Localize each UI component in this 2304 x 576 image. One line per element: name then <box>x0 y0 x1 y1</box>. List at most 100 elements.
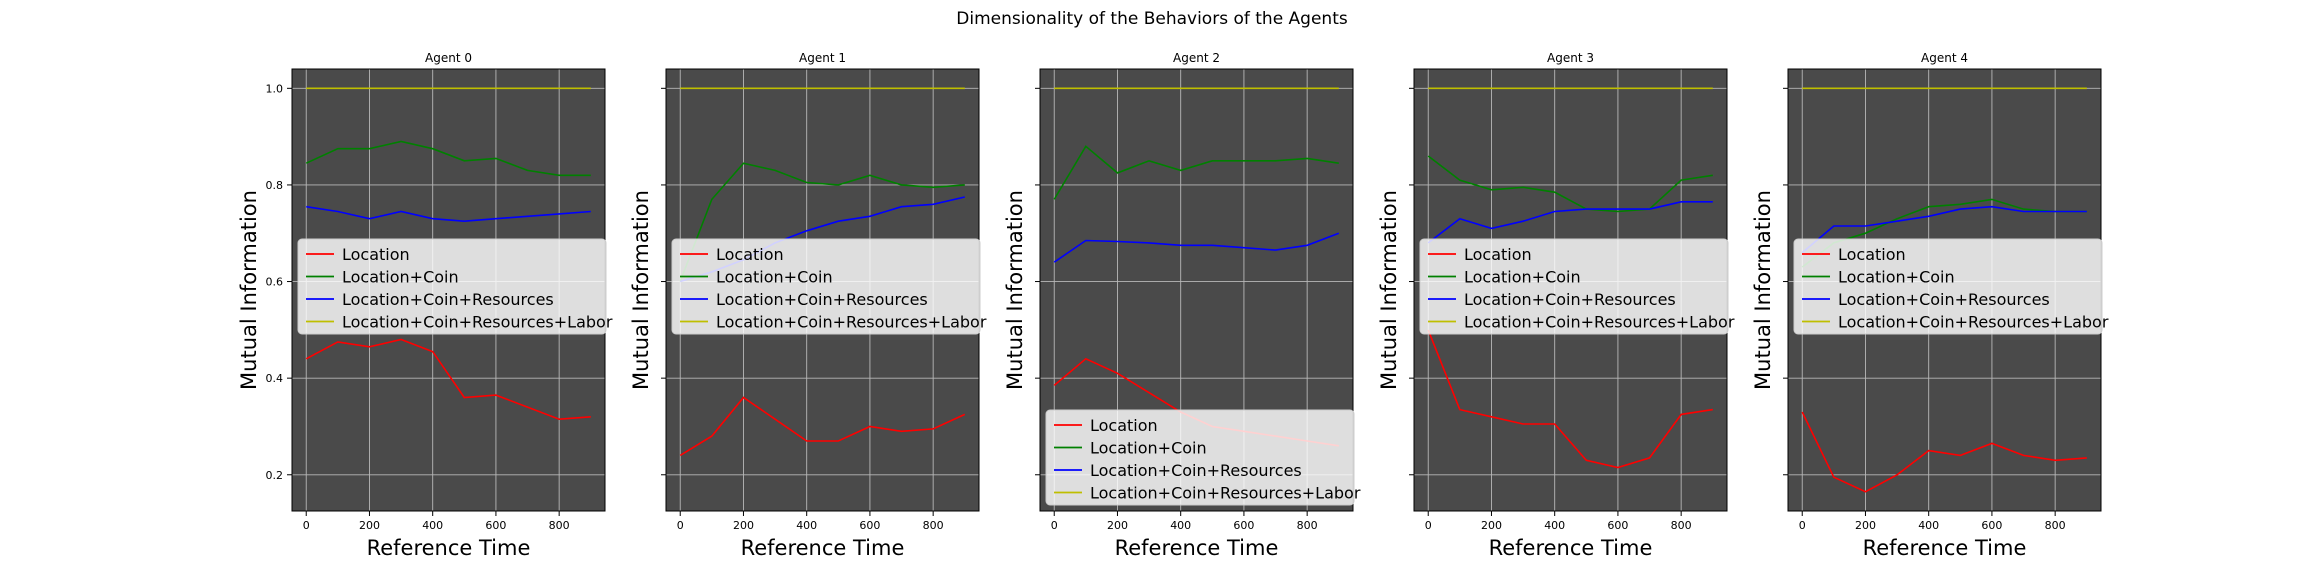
subplot-agent-4: 0 200 400 600 800 Agent 4 Reference Time Mutual… <box>1751 51 2109 560</box>
x-tick-label: 200 <box>1855 519 1876 532</box>
x-axis-label: Reference Time <box>367 536 531 560</box>
legend-label: Location+Coin+Resources+Labor <box>1464 313 1735 332</box>
subplot-panels: 0 200 400 600 800 0.2 0.4 0.6 0.8 1.0 Agent 0 Refer… <box>237 51 2109 560</box>
y-axis-label: Mutual Information <box>237 190 261 390</box>
legend: Location Location+Coin Location+Coin+Resou… <box>1045 409 1361 506</box>
y-tick-label: 1.0 <box>266 82 284 95</box>
x-tick-label: 400 <box>796 519 817 532</box>
legend-label: Location+Coin <box>1090 439 1207 458</box>
axes-frame <box>1039 68 1354 512</box>
legend-label: Location+Coin <box>1838 268 1955 287</box>
y-tick-label: 0.6 <box>266 276 284 289</box>
legend: Location Location+Coin Location+Coin+Resou… <box>1419 238 1735 335</box>
x-tick-label: 600 <box>485 519 506 532</box>
series-line-location <box>679 396 966 457</box>
x-tick-label: 200 <box>1107 519 1128 532</box>
x-tick-label: 0 <box>677 519 684 532</box>
x-tick-label: 0 <box>303 519 310 532</box>
series-lines <box>305 87 591 421</box>
subplot-agent-1: 0 200 400 600 800 Agent 1 Reference Time Mutual… <box>629 51 987 560</box>
legend-box <box>1045 409 1355 506</box>
legend: Location Location+Coin Location+Coin+Resou… <box>671 238 987 335</box>
series-line-location-coin <box>1427 155 1713 213</box>
legend-label: Location+Coin+Resources <box>1464 290 1676 309</box>
legend-label: Location+Coin+Resources+Labor <box>342 313 613 332</box>
y-tick-label: 0.4 <box>266 372 284 385</box>
subplot-title: Agent 0 <box>425 51 472 65</box>
x-tick-label: 0 <box>1799 519 1806 532</box>
x-tick-label: 600 <box>1981 519 2002 532</box>
x-tick-label: 600 <box>1233 519 1254 532</box>
legend-label: Location+Coin <box>1464 268 1581 287</box>
series-line-location-coin <box>1053 145 1339 200</box>
legend-label: Location <box>1090 416 1158 435</box>
y-tick-label: 0.2 <box>266 469 284 482</box>
subplot-title: Agent 4 <box>1921 51 1968 65</box>
x-tick-label: 0 <box>1425 519 1432 532</box>
legend-label: Location <box>1838 245 1906 264</box>
legend-label: Location+Coin <box>716 268 833 287</box>
legend-label: Location+Coin+Resources+Labor <box>1090 484 1361 503</box>
legend-box <box>1793 238 2103 335</box>
series-line-location <box>1801 411 2087 493</box>
legend-box <box>1419 238 1729 335</box>
series-line-location-coin <box>679 162 965 282</box>
series-line-location-coin <box>1801 198 2087 268</box>
figure-title: Dimensionality of the Behaviors of the A… <box>956 9 1348 29</box>
series-line-location <box>1427 329 1713 469</box>
x-tick-label: 800 <box>923 519 944 532</box>
subplot-agent-3: 0 200 400 600 800 Agent 3 Reference Time Mutual… <box>1377 51 1735 560</box>
x-axis-label: Reference Time <box>1489 536 1653 560</box>
y-axis-label: Mutual Information <box>629 190 653 390</box>
legend-label: Location <box>342 245 410 264</box>
legend-label: Location+Coin+Resources+Labor <box>716 313 987 332</box>
legend-label: Location+Coin+Resources <box>342 290 554 309</box>
y-axis-label: Mutual Information <box>1003 190 1027 390</box>
y-tick-label: 0.8 <box>266 179 284 192</box>
subplot-agent-0: 0 200 400 600 800 0.2 0.4 0.6 0.8 1.0 Agent 0 Refer… <box>237 51 613 560</box>
x-tick-label: 800 <box>2045 519 2066 532</box>
x-tick-label: 600 <box>1607 519 1628 532</box>
x-axis-label: Reference Time <box>741 536 905 560</box>
subplot-title: Agent 1 <box>799 51 846 65</box>
x-tick-label: 200 <box>359 519 380 532</box>
x-axis-label: Reference Time <box>1115 536 1279 560</box>
series-line-location-coin <box>305 140 591 177</box>
legend-label: Location <box>716 245 784 264</box>
x-tick-label: 200 <box>733 519 754 532</box>
y-axis-label: Mutual Information <box>1377 190 1401 390</box>
x-tick-label: 0 <box>1051 519 1058 532</box>
legend: Location Location+Coin Location+Coin+Resou… <box>1793 238 2109 335</box>
legend-box <box>297 238 607 335</box>
legend-label: Location+Coin <box>342 268 459 287</box>
x-tick-label: 800 <box>1671 519 1692 532</box>
subplot-title: Agent 2 <box>1173 51 1220 65</box>
legend-label: Location+Coin+Resources+Labor <box>1838 313 2109 332</box>
x-tick-label: 400 <box>422 519 443 532</box>
legend-box <box>671 238 981 335</box>
subplot-title: Agent 3 <box>1547 51 1594 65</box>
x-tick-label: 400 <box>1170 519 1191 532</box>
legend-label: Location+Coin+Resources <box>1090 461 1302 480</box>
legend-label: Location+Coin+Resources <box>716 290 928 309</box>
series-line-location <box>305 338 591 421</box>
subplot-agent-2: 0 200 400 600 800 Agent 2 Reference Time Mutual… <box>1003 51 1361 560</box>
x-tick-label: 400 <box>1544 519 1565 532</box>
x-tick-label: 800 <box>549 519 570 532</box>
x-tick-label: 400 <box>1918 519 1939 532</box>
x-tick-label: 800 <box>1297 519 1318 532</box>
series-line-location-coin-resources <box>1053 232 1340 263</box>
legend-label: Location <box>1464 245 1532 264</box>
legend-label: Location+Coin+Resources <box>1838 290 2050 309</box>
x-axis-label: Reference Time <box>1863 536 2027 560</box>
series-line-location-coin-resources <box>1427 201 1713 244</box>
legend: Location Location+Coin Location+Coin+Resou… <box>297 238 613 335</box>
x-tick-label: 600 <box>859 519 880 532</box>
y-axis-label: Mutual Information <box>1751 190 1775 390</box>
series-lines <box>1801 87 2087 493</box>
series-line-location-coin-resources <box>306 205 591 223</box>
series-lines <box>1427 87 1713 469</box>
series-line-location-coin-resources <box>1801 205 2087 254</box>
x-tick-label: 200 <box>1481 519 1502 532</box>
